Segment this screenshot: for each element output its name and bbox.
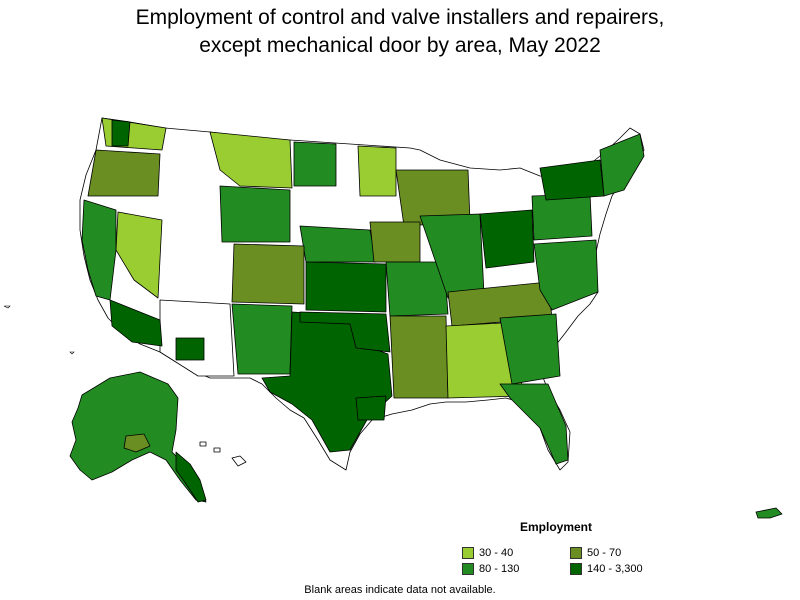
houston (355, 395, 387, 421)
puerto-rico (755, 507, 783, 519)
california-south (109, 299, 163, 347)
montana (209, 131, 293, 189)
wyoming (219, 185, 291, 243)
seattle (111, 119, 131, 147)
nebraska (299, 225, 377, 263)
channel-island (3, 305, 11, 309)
virginia-carolinas (533, 239, 599, 311)
channel-island-2 (69, 351, 75, 355)
alaska-panhandle (175, 451, 207, 503)
hawaii-1 (231, 455, 247, 467)
legend-label: 30 - 40 (479, 547, 514, 559)
arkansas-louisiana (389, 315, 449, 399)
legend-item-30-40: 30 - 40 (462, 546, 513, 560)
hawaii-3 (199, 441, 207, 447)
florida (499, 383, 569, 465)
legend-swatch (570, 563, 582, 575)
hawaii-2 (213, 447, 221, 453)
minnesota (357, 145, 397, 197)
legend-label: 140 - 3,300 (587, 563, 643, 575)
georgia (499, 313, 561, 385)
legend-swatch (462, 563, 474, 575)
legend-label: 50 - 70 (587, 547, 622, 559)
oregon (87, 149, 161, 197)
kansas (305, 261, 387, 313)
legend-item-140-3300: 140 - 3,300 (570, 562, 643, 576)
map-title: Employment of control and valve installe… (0, 4, 800, 60)
pennsylvania (531, 193, 593, 241)
phoenix (175, 337, 205, 361)
legend-item-80-130: 80 - 130 (462, 562, 519, 576)
missouri (385, 261, 449, 317)
north-dakota (293, 141, 337, 187)
california-north (81, 199, 117, 301)
legend-swatch (462, 547, 474, 559)
new-mexico (231, 303, 293, 375)
colorado (231, 243, 305, 305)
legend-swatch (570, 547, 582, 559)
alaska-central (123, 433, 151, 453)
iowa (369, 221, 421, 263)
oklahoma (299, 311, 391, 353)
map-title-line2: except mechanical door by area, May 2022 (199, 34, 601, 57)
map-title-line1: Employment of control and valve installe… (135, 6, 665, 29)
legend-label: 80 - 130 (479, 563, 520, 575)
legend-item-50-70: 50 - 70 (570, 546, 621, 560)
map-regions (69, 117, 783, 519)
ohio (479, 209, 535, 269)
new-england (599, 133, 645, 197)
legend-title: Employment (520, 520, 593, 534)
new-york (539, 159, 605, 201)
footnote: Blank areas indicate data not available. (304, 584, 496, 596)
